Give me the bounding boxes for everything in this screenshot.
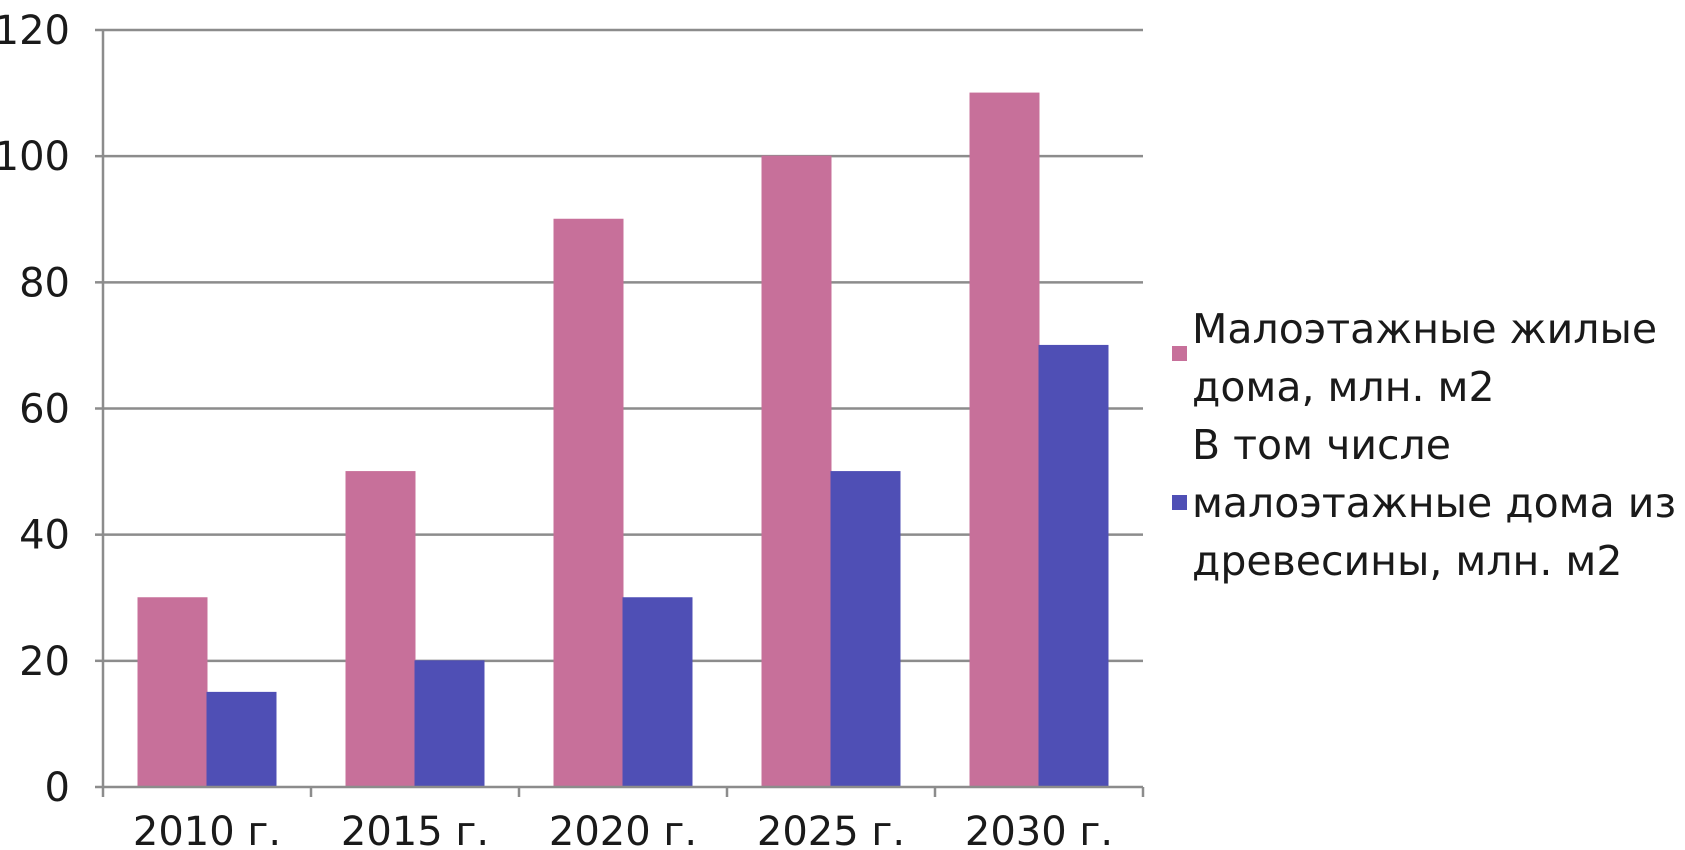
x-tick-label: 2010 г. [133,809,281,850]
bar-series-1 [345,471,416,788]
y-tick-label: 0 [45,765,70,811]
bars [137,92,1109,788]
legend-label-series-1: Малоэтажные жилые дома, млн. м2 [1192,305,1658,411]
bar-series-2 [414,660,485,788]
legend-swatch-series-1 [1172,346,1187,361]
y-tick-label: 100 [0,134,70,180]
y-tick-label: 20 [19,639,70,685]
bar-series-1 [761,155,832,788]
x-tick-label: 2030 г. [965,809,1113,850]
legend: Малоэтажные жилые дома, млн. м2 В том чи… [1172,300,1682,590]
bar-series-2 [622,597,693,788]
y-tick-label: 40 [19,513,70,559]
x-tick-label: 2020 г. [549,809,697,850]
x-tick-labels: 2010 г. 2015 г. 2020 г. 2025 г. 2030 г. [133,809,1113,850]
x-tick-label: 2025 г. [757,809,905,850]
y-tick-label: 60 [19,387,70,433]
bar-series-1 [969,92,1040,788]
legend-item-series-1: Малоэтажные жилые дома, млн. м2 [1172,300,1682,416]
axes [95,28,1145,797]
legend-item-series-2: В том числе малоэтажные дома из древесин… [1172,416,1682,590]
bar-series-1 [137,597,208,788]
bar-series-2 [206,691,277,788]
y-tick-labels: 0 20 40 60 80 100 120 [0,8,70,811]
legend-swatch-series-2 [1172,495,1187,510]
legend-label-series-2: В том числе малоэтажные дома из древесин… [1192,421,1677,585]
bar-series-2 [830,471,901,788]
y-tick-label: 80 [19,260,70,306]
x-tick-label: 2015 г. [341,809,489,850]
bar-series-2 [1038,344,1109,788]
bar-series-1 [553,218,624,788]
y-tick-label: 120 [0,8,70,54]
